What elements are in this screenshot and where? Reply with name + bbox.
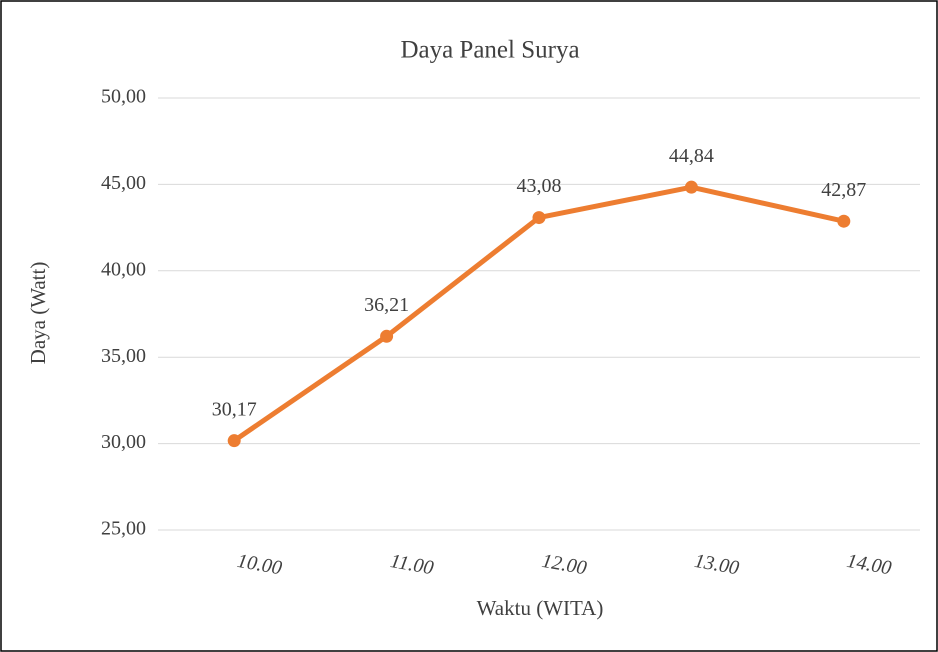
y-tick-label: 50,00 <box>101 86 146 108</box>
marker <box>227 434 241 448</box>
chart-title: Daya Panel Surya <box>400 37 579 64</box>
marker <box>684 180 698 194</box>
marker <box>532 211 546 225</box>
y-tick-label: 45,00 <box>101 172 146 194</box>
marker <box>380 329 394 343</box>
data-label: 30,17 <box>212 398 257 420</box>
y-tick-label: 40,00 <box>101 258 146 280</box>
marker <box>837 214 851 228</box>
y-tick-label: 25,00 <box>101 518 146 540</box>
y-axis-title: Daya (Watt) <box>26 262 50 365</box>
data-label: 44,84 <box>669 145 714 167</box>
data-label: 36,21 <box>364 294 409 316</box>
y-tick-label: 35,00 <box>101 345 146 367</box>
y-tick-label: 30,00 <box>101 431 146 453</box>
data-label: 42,87 <box>821 179 866 201</box>
x-axis-title: Waktu (WITA) <box>477 596 604 620</box>
data-label: 43,08 <box>517 175 562 197</box>
